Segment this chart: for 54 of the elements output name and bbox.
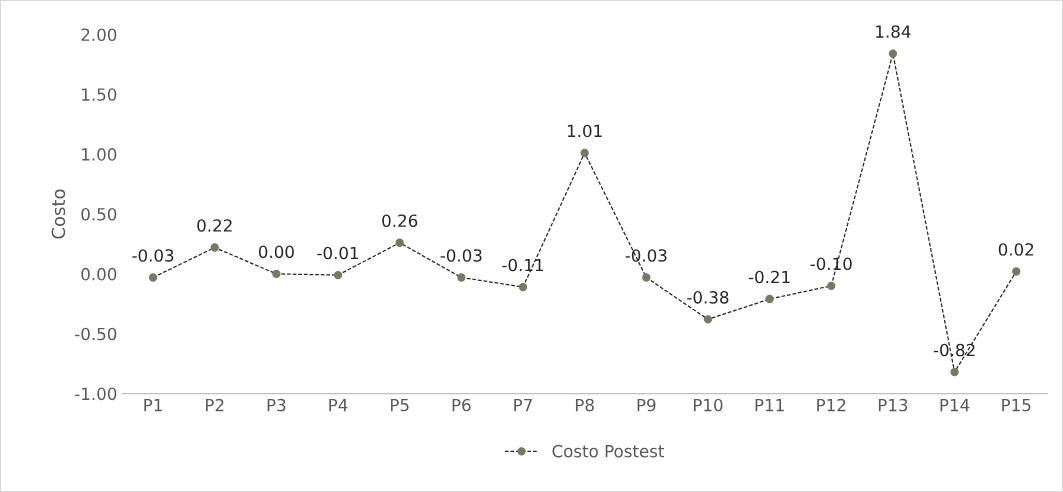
point: [148, 273, 158, 282]
point: [518, 282, 528, 292]
y-tick-label: -1.00: [75, 387, 117, 401]
data-label: -0.01: [317, 246, 359, 260]
point: [950, 367, 959, 377]
data-label: -0.21: [748, 270, 790, 284]
x-tick-label: P10: [693, 398, 723, 412]
y-axis-title: Costo: [51, 189, 66, 239]
x-tick-label: P15: [1002, 398, 1031, 412]
x-tick-label: P5: [391, 398, 409, 412]
data-label: -0.03: [625, 249, 667, 262]
y-tick-label: -0.50: [75, 327, 117, 341]
point: [1012, 267, 1021, 276]
data-label: -0.03: [132, 249, 174, 262]
point: [765, 294, 774, 304]
data-label: 1.84: [876, 25, 911, 38]
x-tick-label: P8: [575, 398, 594, 412]
data-label: 0.22: [197, 219, 232, 232]
point: [333, 270, 343, 280]
point: [888, 49, 898, 58]
x-tick-label: P9: [637, 398, 656, 412]
x-tick-label: P12: [817, 398, 846, 412]
x-tick-label: P3: [267, 398, 286, 412]
x-tick-label: P6: [452, 398, 471, 412]
y-tick-label: 2.00: [81, 28, 117, 42]
data-label: 0.02: [998, 243, 1034, 256]
data-label: -0.82: [933, 343, 975, 357]
x-tick-label: P1: [144, 398, 162, 412]
x-tick-label: P7: [514, 398, 532, 412]
x-tick-label: P13: [878, 398, 908, 412]
x-tick-label: P14: [940, 398, 970, 412]
point: [395, 238, 404, 247]
y-tick-label: 1.00: [82, 148, 117, 161]
x-tick-label: P11: [755, 398, 784, 412]
point: [703, 315, 713, 324]
point: [272, 269, 281, 279]
data-label: 1.01: [567, 124, 602, 138]
data-label: -0.03: [440, 249, 482, 262]
y-tick-label: 1.50: [82, 88, 117, 101]
point: [210, 243, 219, 252]
legend-label: Costo Postest: [552, 444, 665, 458]
point: [642, 273, 651, 282]
y-tick-label: 0.00: [81, 267, 117, 281]
x-tick-label: P2: [206, 398, 224, 412]
data-label: -0.38: [687, 291, 729, 304]
data-label: 0.00: [258, 245, 294, 259]
point: [580, 148, 589, 158]
data-label: -0.10: [810, 257, 852, 271]
point: [827, 281, 836, 291]
y-tick-label: 0.50: [81, 207, 117, 221]
point: [457, 273, 466, 282]
data-label: -0.11: [502, 258, 544, 272]
x-tick-label: P4: [329, 398, 348, 412]
data-label: 0.26: [382, 214, 418, 228]
